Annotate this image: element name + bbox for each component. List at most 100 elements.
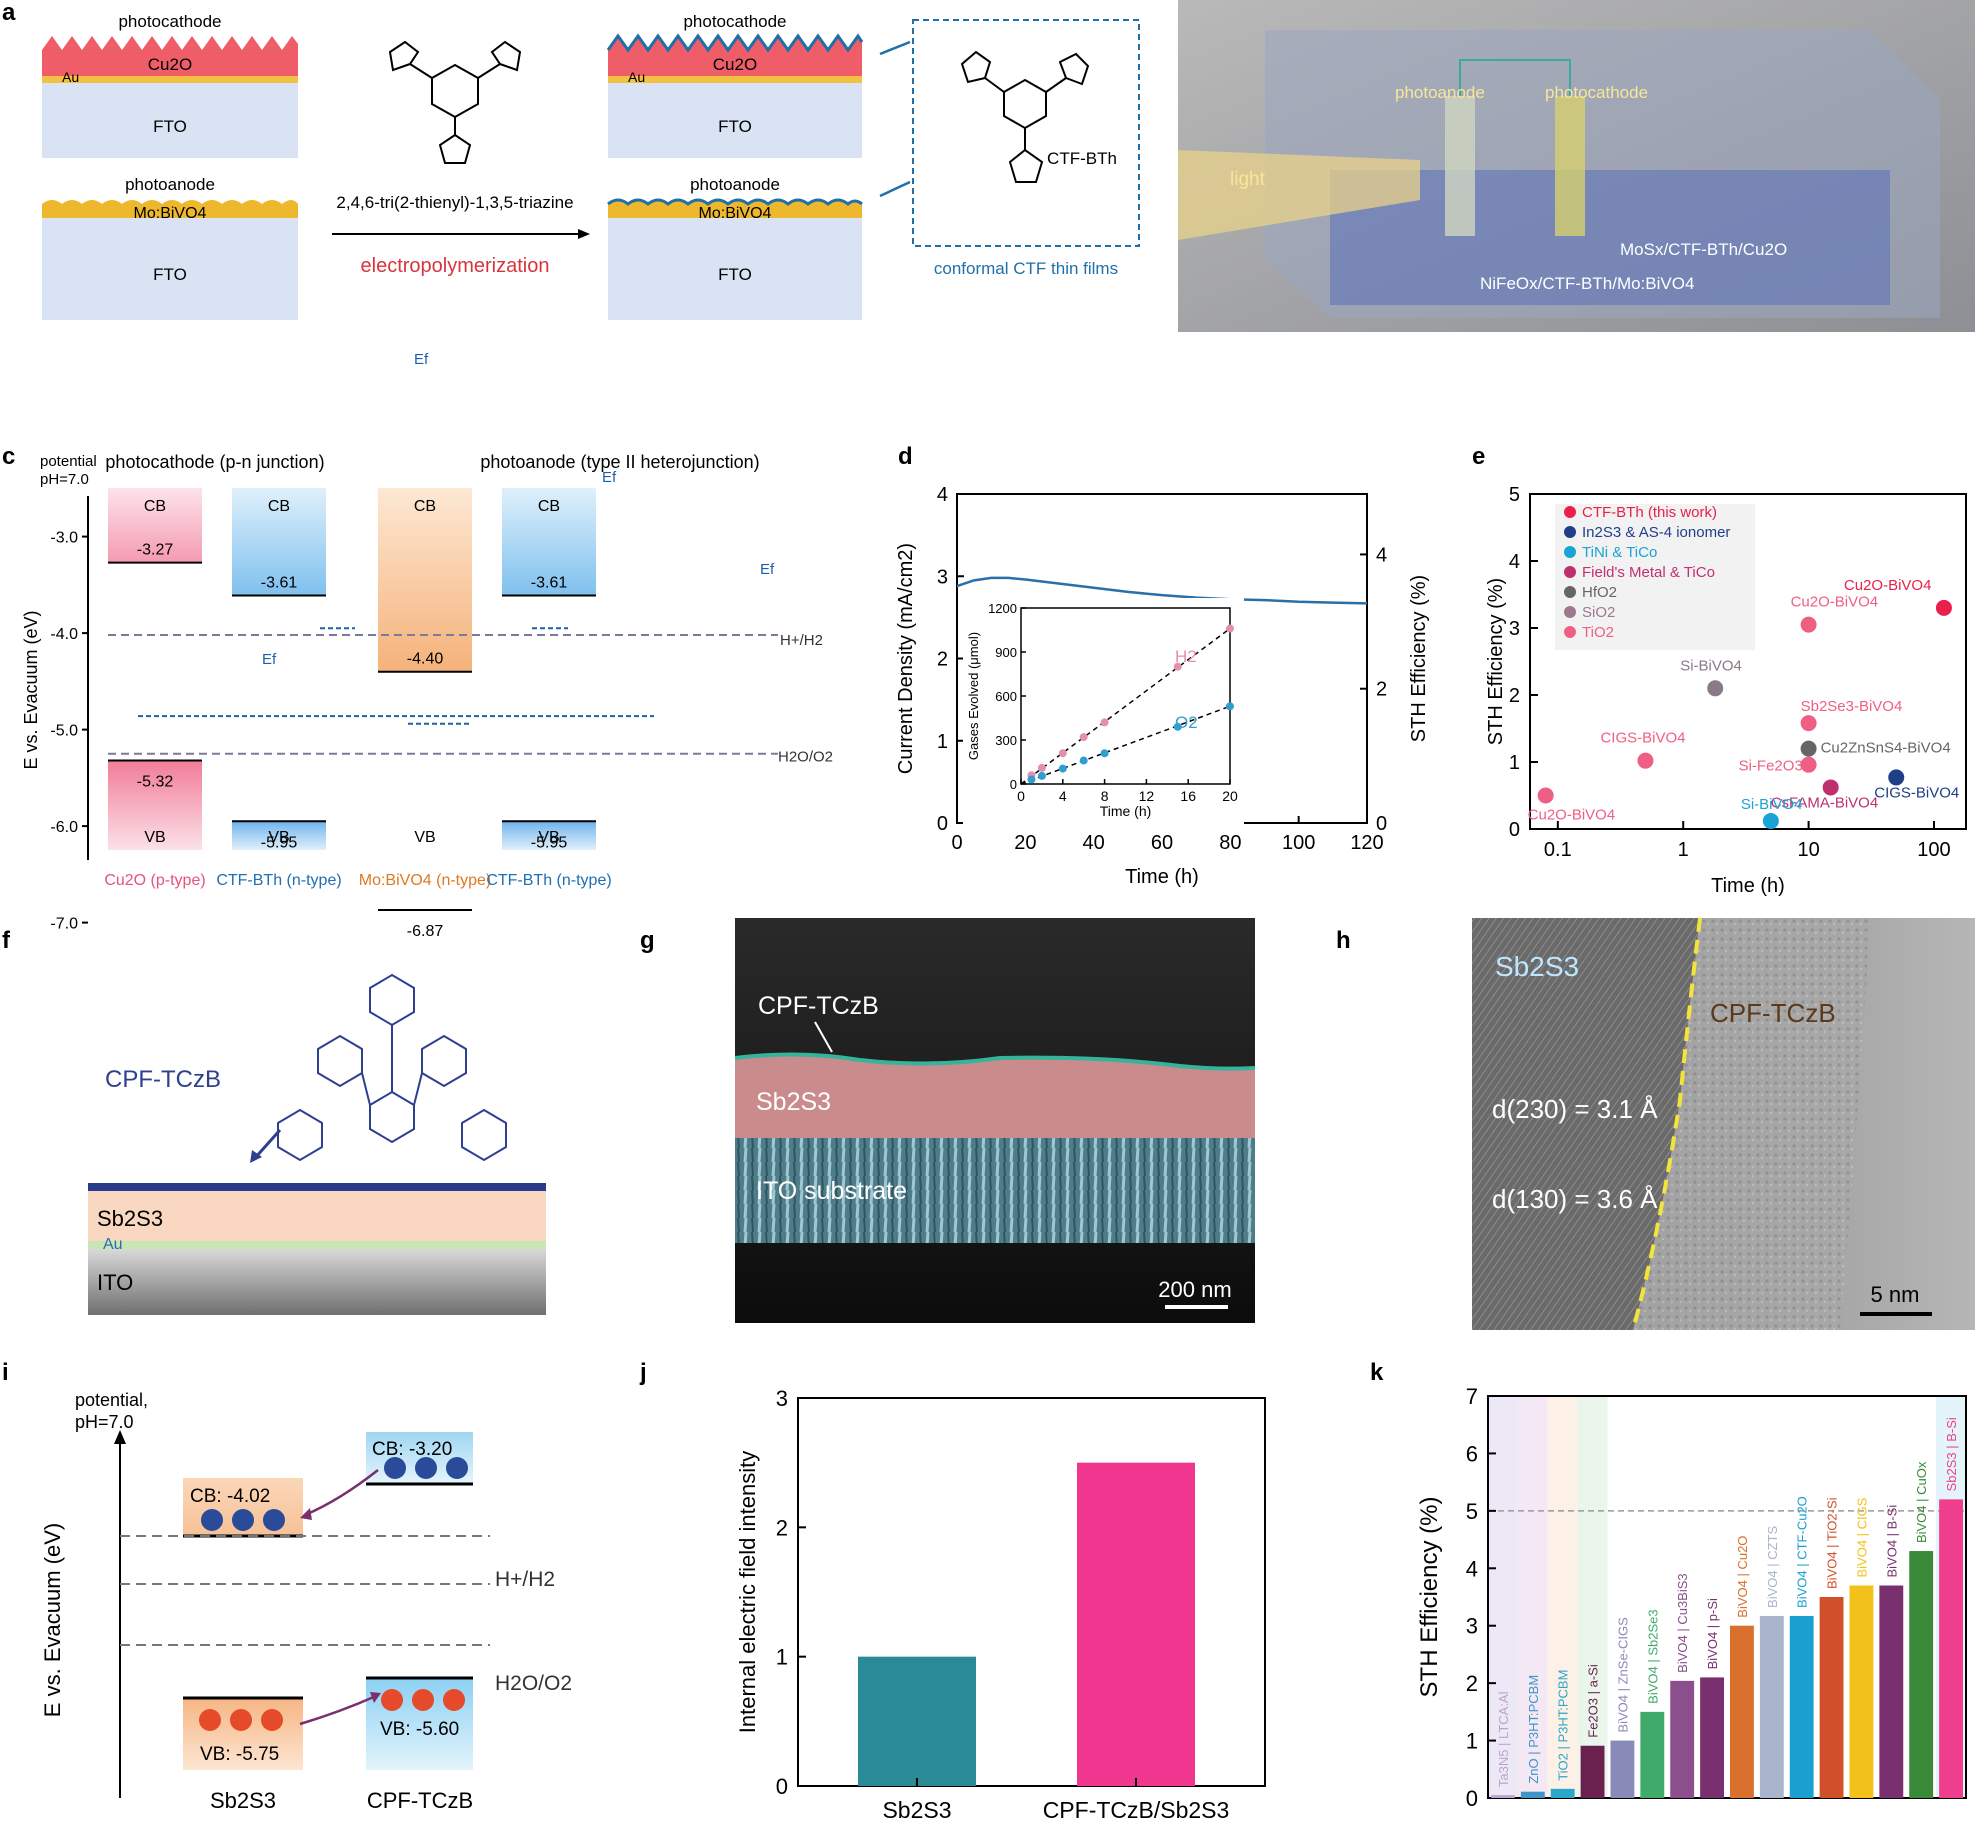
cb-value: -3.27	[137, 542, 174, 559]
data-point	[1800, 756, 1817, 773]
plot-frame	[1487, 1395, 1967, 1799]
inset-x-tick-label: 0	[1017, 788, 1025, 804]
fto-layer	[608, 82, 862, 158]
label-mobivo4: Mo:BiVO4	[134, 205, 207, 222]
pointer-arrow	[814, 1021, 833, 1053]
bar-label: BiVO4 | CZTS	[1765, 1526, 1780, 1608]
material-label: CPF-TCzB	[367, 1788, 473, 1813]
cpf-film	[734, 1052, 1256, 1071]
holes	[199, 1689, 465, 1731]
x-tick-label: 0.1	[1544, 839, 1572, 861]
ph-label: pH=7.0	[75, 1412, 134, 1432]
crystal-region	[1472, 918, 1700, 1330]
panel-letter: g	[640, 927, 655, 954]
inset-point	[1058, 764, 1067, 773]
au-layer	[608, 76, 862, 83]
title-anode: photoanode (type II heterojunction)	[480, 452, 759, 472]
inset-y-tick-label: 300	[995, 733, 1017, 748]
vb-value: -6.87	[407, 923, 444, 940]
bar-label: BiVO4 | CIGS	[1854, 1497, 1869, 1577]
material-label: CTF-BTh (n-type)	[216, 872, 341, 889]
bar	[1077, 1462, 1195, 1786]
y-tick-label: 3	[1509, 618, 1520, 640]
series-label: O2	[1175, 713, 1198, 732]
vb-label: VB: -5.75	[200, 1744, 279, 1765]
panel-i: i potential, pH=7.0 E vs. Evacuum (eV) C…	[2, 1359, 572, 1813]
cb-region	[502, 488, 596, 596]
y-axis-label: STH Efficiency (%)	[1416, 1497, 1443, 1698]
panel-e: e 0.1 1 10 100 0 1 2 3 4 5 Time (h) STH Efficiency …	[1472, 443, 1967, 897]
panel-j: j 0 1 2 3 Internal electric field intensity S…	[639, 1359, 1266, 1823]
y-tick-label: -7.0	[50, 916, 78, 933]
films-label: conformal CTF thin films	[934, 259, 1118, 278]
potential-label: potential	[40, 453, 97, 470]
vb-value: -5.95	[261, 834, 298, 851]
y-tick-label: 2	[1466, 1671, 1478, 1696]
panel-letter: e	[1472, 443, 1485, 470]
inset-point	[1037, 771, 1046, 780]
data-point	[1800, 740, 1817, 757]
data-point	[1822, 779, 1839, 796]
legend-label: Field's Metal & TiCo	[1582, 564, 1715, 581]
inset-y-label: Gases Evolved (μmol)	[966, 632, 981, 760]
arrow-head	[578, 229, 590, 239]
vb-label: VB	[538, 829, 559, 846]
sth-vs-time-chart: 0.1 1 10 100 0 1 2 3 4 5 Time (h) STH Efficiency (%…	[1485, 484, 1967, 897]
panel-letter: i	[2, 1359, 9, 1386]
bivo4-layer	[42, 200, 298, 218]
legend-label: CTF-BTh (this work)	[1582, 504, 1717, 521]
bar	[1849, 1585, 1874, 1798]
h2-label: H+/H2	[780, 632, 823, 649]
panel-letter: k	[1370, 1359, 1384, 1386]
legend-marker	[1564, 506, 1576, 518]
x-tick-label: Sb2S3	[882, 1797, 951, 1823]
y2-tick-label: 4	[1376, 544, 1387, 566]
legend-label: HfO2	[1582, 584, 1617, 601]
inset-point	[1079, 756, 1088, 765]
photocathode-label: photocathode	[1545, 83, 1648, 102]
fit-line	[1020, 705, 1231, 785]
cb-value: -3.61	[261, 574, 298, 591]
pointer-arrow	[879, 180, 911, 198]
cb-label: CB: -3.20	[372, 1439, 452, 1460]
panel-h: h Sb2S3 CPF-TCzB d(230) = 3.1 Å d(130) =…	[1336, 917, 1975, 1331]
plot-frame	[1529, 493, 1967, 830]
point-label: Si-BiVO4	[1680, 657, 1742, 674]
inset-background	[963, 598, 1244, 826]
label-fto: FTO	[153, 117, 187, 136]
y-tick-label: -5.0	[50, 723, 78, 740]
d-spacing-2: d(130) = 3.6 Å	[1492, 1184, 1658, 1214]
y-tick-label: -3.0	[50, 530, 78, 547]
point-label: Sb2Se3-BiVO4	[1801, 698, 1903, 715]
y-tick-label: 1	[776, 1645, 788, 1670]
label-cpf: CPF-TCzB	[1710, 998, 1836, 1028]
panel-k: k 0 1 2 3 4 5 6 7 STH Efficiency (%) Ta3N5 | LTCA…	[1370, 1359, 1967, 1811]
polymer-name: CTF-BTh	[1047, 149, 1117, 168]
electrons	[201, 1457, 468, 1531]
bar	[1640, 1711, 1665, 1798]
cb-label: CB	[144, 498, 166, 515]
y-tick-label: 0	[776, 1774, 788, 1799]
y-tick-label: 7	[1466, 1384, 1478, 1409]
data-point	[1800, 616, 1817, 633]
pointer-arrow	[879, 40, 911, 56]
y-axis-label: E vs. Evacuum (eV)	[21, 610, 41, 769]
inset-y-tick-label: 900	[995, 645, 1017, 660]
inset-point	[1226, 624, 1234, 633]
photoanode-label: photoanode	[1395, 83, 1485, 102]
vb-label: VB	[144, 829, 165, 846]
inset-x-tick-label: 16	[1180, 788, 1196, 804]
y-tick-label: 4	[1509, 551, 1520, 573]
d-spacing-1: d(230) = 3.1 Å	[1492, 1094, 1658, 1124]
label-au: Au	[628, 69, 645, 85]
au-layer	[42, 76, 298, 83]
y-tick-label: 2	[1509, 685, 1520, 707]
cu2o-layer	[42, 36, 298, 76]
y-tick-label: 3	[776, 1386, 788, 1411]
bar	[1610, 1740, 1635, 1798]
axis-arrow	[114, 1430, 126, 1444]
y-tick-label: 1	[1466, 1729, 1478, 1754]
point-label: Cu2O-BiVO4	[1528, 807, 1616, 824]
y-tick-label: 0	[937, 813, 948, 835]
